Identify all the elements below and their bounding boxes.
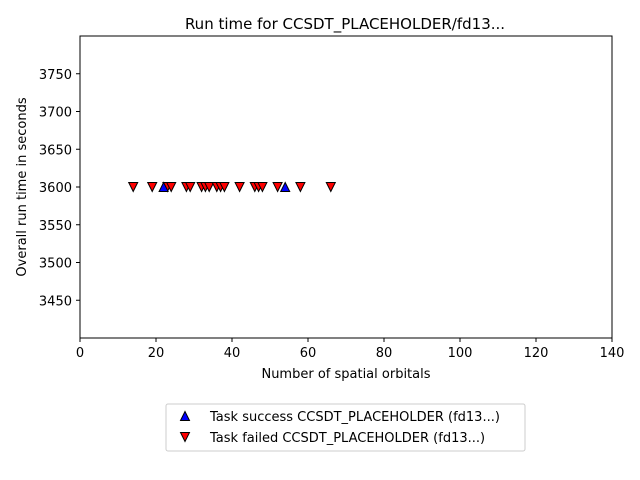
plot-area-frame: [79, 35, 613, 339]
chart-title: Run time for CCSDT_PLACEHOLDER/fd13...: [185, 15, 505, 34]
x-tick-label: 100: [448, 346, 473, 361]
x-tick-label: 140: [600, 346, 625, 361]
y-tick-label: 3750: [39, 68, 72, 83]
x-tick-label: 80: [376, 346, 393, 361]
x-tick-label: 0: [76, 346, 84, 361]
y-ticks: 3450 3500 3550 3600 3650 3700 3750: [39, 68, 80, 309]
x-tick-label: 60: [300, 346, 317, 361]
y-tick-label: 3700: [39, 106, 72, 121]
legend-frame: [165, 403, 526, 452]
failed-marker: [234, 182, 245, 193]
failed-marker: [272, 182, 283, 193]
failed-marker: [203, 182, 215, 193]
legend-entry-label: Task failed CCSDT_PLACEHOLDER (fd13...): [209, 431, 485, 446]
failed-marker: [184, 182, 196, 193]
y-tick-label: 3550: [39, 219, 72, 234]
legend-entry-label: Task success CCSDT_PLACEHOLDER (fd13...): [209, 410, 500, 425]
y-tick-label: 3600: [39, 181, 72, 196]
legend: Task success CCSDT_PLACEHOLDER (fd13...)…: [165, 403, 526, 452]
y-tick-label: 3500: [39, 257, 72, 272]
x-tick-label: 40: [224, 346, 241, 361]
failed-marker: [219, 182, 230, 193]
failed-marker: [165, 182, 177, 193]
x-ticks: 0 20 40 60 80 100 120 140: [76, 338, 625, 361]
success-marker: [158, 181, 169, 192]
y-tick-label: 3650: [39, 143, 72, 158]
failed-marker: [325, 182, 337, 193]
failed-marker: [127, 182, 139, 193]
failed-marker: [257, 182, 268, 193]
legend-failed-marker: [179, 432, 191, 443]
failed-marker: [146, 182, 158, 193]
x-axis-label: Number of spatial orbitals: [261, 367, 430, 382]
y-axis-label: Overall run time in seconds: [15, 97, 30, 276]
failed-marker: [295, 182, 306, 193]
plot-markers: [127, 181, 337, 193]
legend-success-marker: [179, 410, 191, 421]
y-tick-label: 3450: [39, 294, 72, 309]
success-marker: [279, 181, 291, 192]
x-tick-label: 20: [148, 346, 165, 361]
x-tick-label: 120: [524, 346, 549, 361]
